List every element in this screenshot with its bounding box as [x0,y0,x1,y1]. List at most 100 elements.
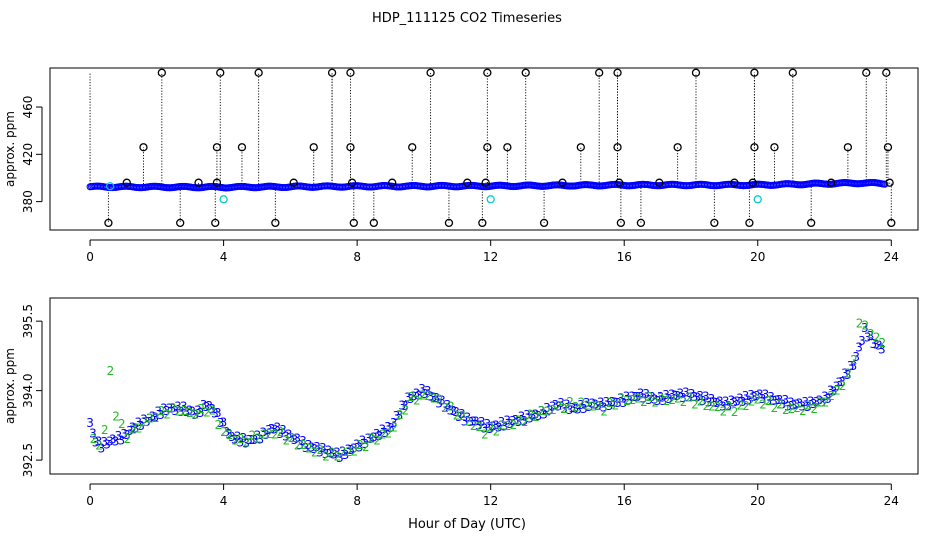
series-2-point: 2 [101,423,109,437]
series-3-point: 3 [674,389,682,403]
series-2-point: 2 [714,400,722,414]
series-3-point: 3 [810,397,818,411]
series-3-point: 3 [288,431,296,445]
series-2-point: 2 [748,394,756,408]
outlier-point [122,178,131,187]
series-3-point: 3 [222,425,230,439]
series-2-point: 2 [754,393,762,407]
outlier-point [827,178,836,187]
series-2-point: 2 [163,408,171,422]
series-2-point: 2 [725,400,733,414]
series-3-point: 3 [259,425,267,439]
series-2-point: 2 [850,353,858,367]
outlier-point [478,218,487,228]
series-3-point: 3 [691,390,699,404]
series-3-point: 3 [308,441,316,455]
series-3-point: 3 [231,433,239,447]
series-2-point: 2 [822,395,830,409]
series-2-point: 2 [606,396,614,410]
series-3-point: 3 [103,437,111,451]
series-2-point: 2 [441,401,449,415]
series-3-point: 3 [475,419,483,433]
series-2-point: 2 [595,399,603,413]
series-2-point: 2 [510,418,518,432]
series-3-point: 3 [563,398,571,412]
series-3-point: 3 [359,434,367,448]
outlier-point [176,218,185,228]
x-tick-label: 12 [483,494,498,508]
series-3-point: 3 [393,409,401,423]
outlier-point [369,218,378,228]
series-3-point: 3 [798,400,806,414]
series-2-point: 2 [226,428,234,442]
outlier-point [483,68,492,77]
series-3-point: 3 [506,417,514,431]
series-2-point: 2 [827,389,835,403]
series-3-point: 3 [685,391,693,405]
series-3-point: 3 [171,404,179,418]
series-3-point: 3 [390,416,398,430]
series-2-point: 2 [856,316,864,330]
series-3-point: 3 [597,395,605,409]
series-2-point: 2 [680,395,688,409]
series-2-point: 2 [135,422,143,436]
outlier-point [388,178,397,187]
series-2-point: 2 [702,399,710,413]
series-2-point: 2 [283,433,291,447]
bottom-y-axis: 392.5 394.0 395.5 [21,304,43,477]
x-tick-label: 8 [353,494,361,508]
series-2-point: 2 [288,431,296,445]
x-axis-label: Hour of Day (UTC) [408,517,526,532]
series-3-point: 3 [716,395,724,409]
series-3-point: 3 [305,438,313,452]
series-3-point: 3 [498,415,506,429]
series-3-point: 3 [725,399,733,413]
series-2-point: 2 [810,402,818,416]
series-2-point: 2 [708,400,716,414]
series-3-point: 3 [600,400,608,414]
series-3-point: 3 [169,402,177,416]
outlier-point [463,178,472,187]
series-2-point: 2 [805,398,813,412]
outlier-point [613,68,622,77]
series-2-point: 2 [561,402,569,416]
top-y-axis: 380 420 460 [21,96,43,213]
outlier-point [843,143,853,152]
series-2-point: 2 [192,407,200,421]
series-3-point: 3 [804,400,812,414]
series-3-point: 3 [330,448,338,462]
series-3-point: 3 [441,401,449,415]
series-3-point: 3 [435,396,443,410]
series-2-point: 2 [317,443,325,457]
series-3-point: 3 [310,442,318,456]
series-3-point: 3 [750,390,758,404]
series-3-point: 3 [180,400,188,414]
series-2-point: 2 [651,396,659,410]
series-3-point: 3 [773,394,781,408]
series-2-point: 2 [322,449,330,463]
x-tick-label: 12 [483,250,498,264]
series-2-point: 2 [458,409,466,423]
series-3-point: 3 [733,394,741,408]
series-3-point: 3 [421,387,429,401]
x-tick-label: 4 [220,250,228,264]
series-2-point: 2 [878,336,886,350]
outlier-point [481,178,490,187]
series-3-point: 3 [427,389,435,403]
series-3-point: 3 [776,393,784,407]
series-2-point: 2 [300,438,308,452]
series-3-point: 3 [628,389,636,403]
series-3-point: 3 [268,422,276,436]
series-3-point: 3 [339,445,347,459]
series-3-point: 3 [634,390,642,404]
series-3-point: 3 [157,408,165,422]
series-3-point: 3 [109,433,117,447]
series-3-point: 3 [813,395,821,409]
series-3-point: 3 [151,410,159,424]
series-3-point: 3 [762,388,770,402]
outlier-point [636,218,646,228]
series-3-point: 3 [115,429,123,443]
series-3-point: 3 [367,432,375,446]
series-3-point: 3 [515,415,523,429]
series-3-point: 3 [540,408,548,422]
